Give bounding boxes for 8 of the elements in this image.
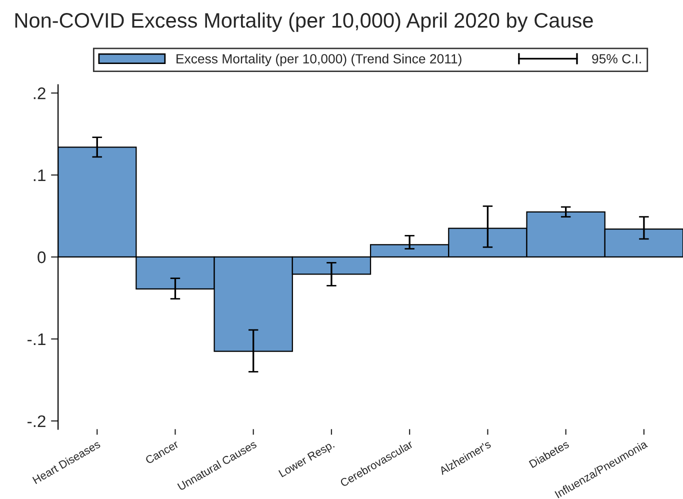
y-tick-label: 0 bbox=[38, 251, 46, 264]
y-tick-label: .2 bbox=[34, 87, 46, 100]
chart-title: Non-COVID Excess Mortality (per 10,000) April 2020 by Cause bbox=[15, 12, 593, 32]
y-tick-label: -.1 bbox=[28, 334, 46, 346]
legend-label: Excess Mortality (per 10,000) (Trend Since 2011) bbox=[176, 54, 462, 66]
y-tick-label: .1 bbox=[34, 170, 46, 182]
text: 95% C.I. bbox=[592, 54, 641, 64]
y-tick-label: -.2 bbox=[28, 415, 46, 427]
